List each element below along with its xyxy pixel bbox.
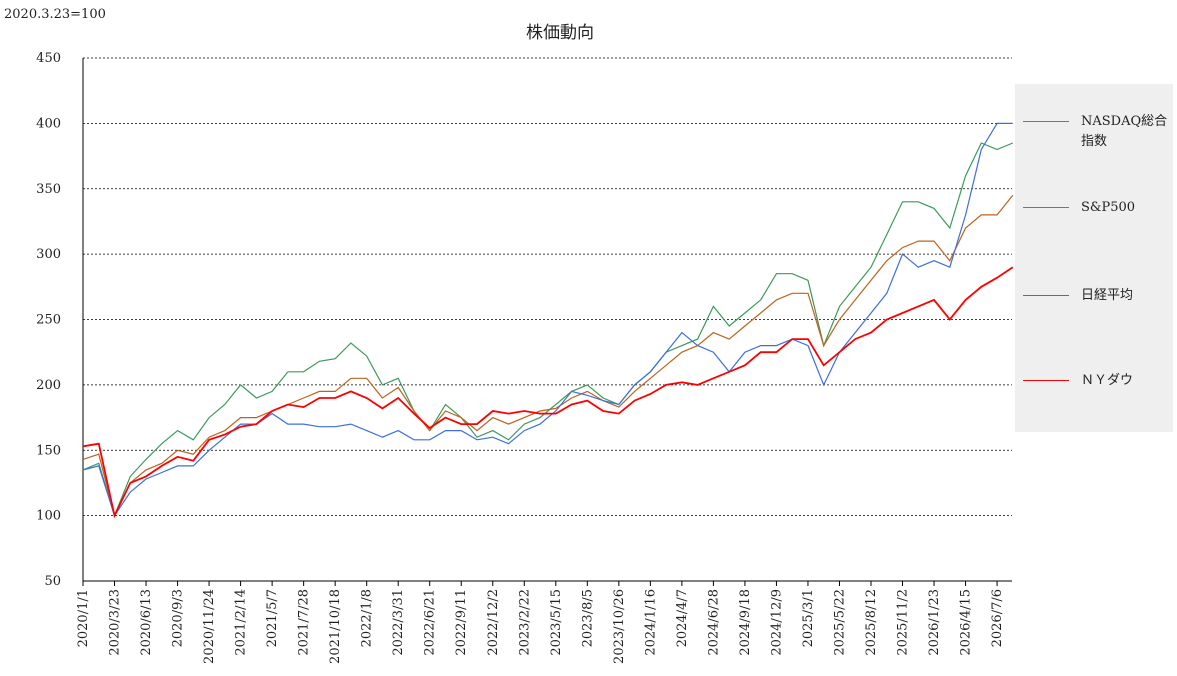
legend-label: NASDAQ総合指数: [1081, 114, 1168, 149]
legend-swatch: [1023, 380, 1069, 381]
x-tick-label: 2024/4/7: [675, 589, 690, 647]
x-tick-label: 2020/3/23: [108, 589, 123, 656]
series-line: [82, 194, 1014, 518]
y-tick-label: 100: [36, 509, 61, 524]
y-tick-label: 400: [36, 116, 61, 131]
x-tick-label: 2023/5/15: [549, 589, 564, 656]
legend-label: ＮＹダウ: [1081, 373, 1134, 388]
chart-title: 株価動向: [526, 23, 594, 43]
x-tick-label: 2026/7/6: [990, 589, 1005, 647]
x-tick-label: 2022/9/11: [454, 589, 469, 656]
x-tick-label: 2020/9/3: [171, 589, 186, 647]
legend-label: 日経平均: [1081, 288, 1134, 303]
x-tick-label: 2024/1/16: [643, 589, 658, 656]
legend-swatch: [1023, 121, 1069, 122]
x-tick-label: 2022/3/31: [391, 589, 406, 656]
x-tick-label: 2021/10/18: [328, 589, 343, 664]
x-tick-label: 2023/2/22: [517, 589, 532, 656]
series-line: [82, 266, 1014, 519]
x-tick-label: 2023/10/26: [612, 589, 627, 664]
x-tick-label: 2025/8/12: [864, 589, 879, 656]
x-tick-label: 2021/5/7: [265, 589, 280, 647]
x-tick-label: 2022/6/21: [423, 589, 438, 656]
x-tick-label: 2020/1/1: [76, 589, 91, 647]
x-tick-label: 2020/11/24: [202, 589, 217, 664]
legend: NASDAQ総合指数 S&P500 日経平均 ＮＹダウ: [1015, 84, 1173, 432]
x-tick-label: 2025/3/1: [801, 589, 816, 647]
y-tick-label: 300: [36, 247, 61, 262]
y-tick-label: 350: [36, 182, 61, 197]
x-tick-label: 2021/2/14: [234, 589, 249, 656]
x-tick-label: 2025/5/22: [832, 589, 847, 656]
legend-swatch: [1023, 295, 1069, 296]
y-tick-label: 50: [44, 574, 61, 589]
y-tick-label: 150: [36, 443, 61, 458]
x-tick-label: 2022/1/8: [360, 589, 375, 647]
series-line: [82, 142, 1014, 518]
x-tick-label: 2024/12/9: [769, 589, 784, 656]
x-tick-label: 2026/4/15: [959, 589, 974, 656]
series-line: [82, 122, 1013, 517]
y-tick-label: 200: [36, 378, 61, 393]
note: 2020.3.23=100: [4, 7, 106, 22]
y-tick-label: 250: [36, 313, 61, 328]
x-tick-label: 2025/11/2: [896, 589, 911, 656]
x-tick-label: 2024/9/18: [738, 589, 753, 656]
legend-label: S&P500: [1081, 200, 1136, 215]
legend-swatch: [1023, 207, 1069, 208]
x-tick-label: 2021/7/28: [297, 589, 312, 656]
y-tick-label: 450: [36, 51, 61, 66]
x-tick-label: 2024/6/28: [706, 589, 721, 656]
x-tick-label: 2022/12/2: [486, 589, 501, 656]
x-tick-label: 2026/1/23: [927, 589, 942, 656]
x-tick-label: 2020/6/13: [139, 589, 154, 656]
x-tick-label: 2023/8/5: [580, 589, 595, 647]
